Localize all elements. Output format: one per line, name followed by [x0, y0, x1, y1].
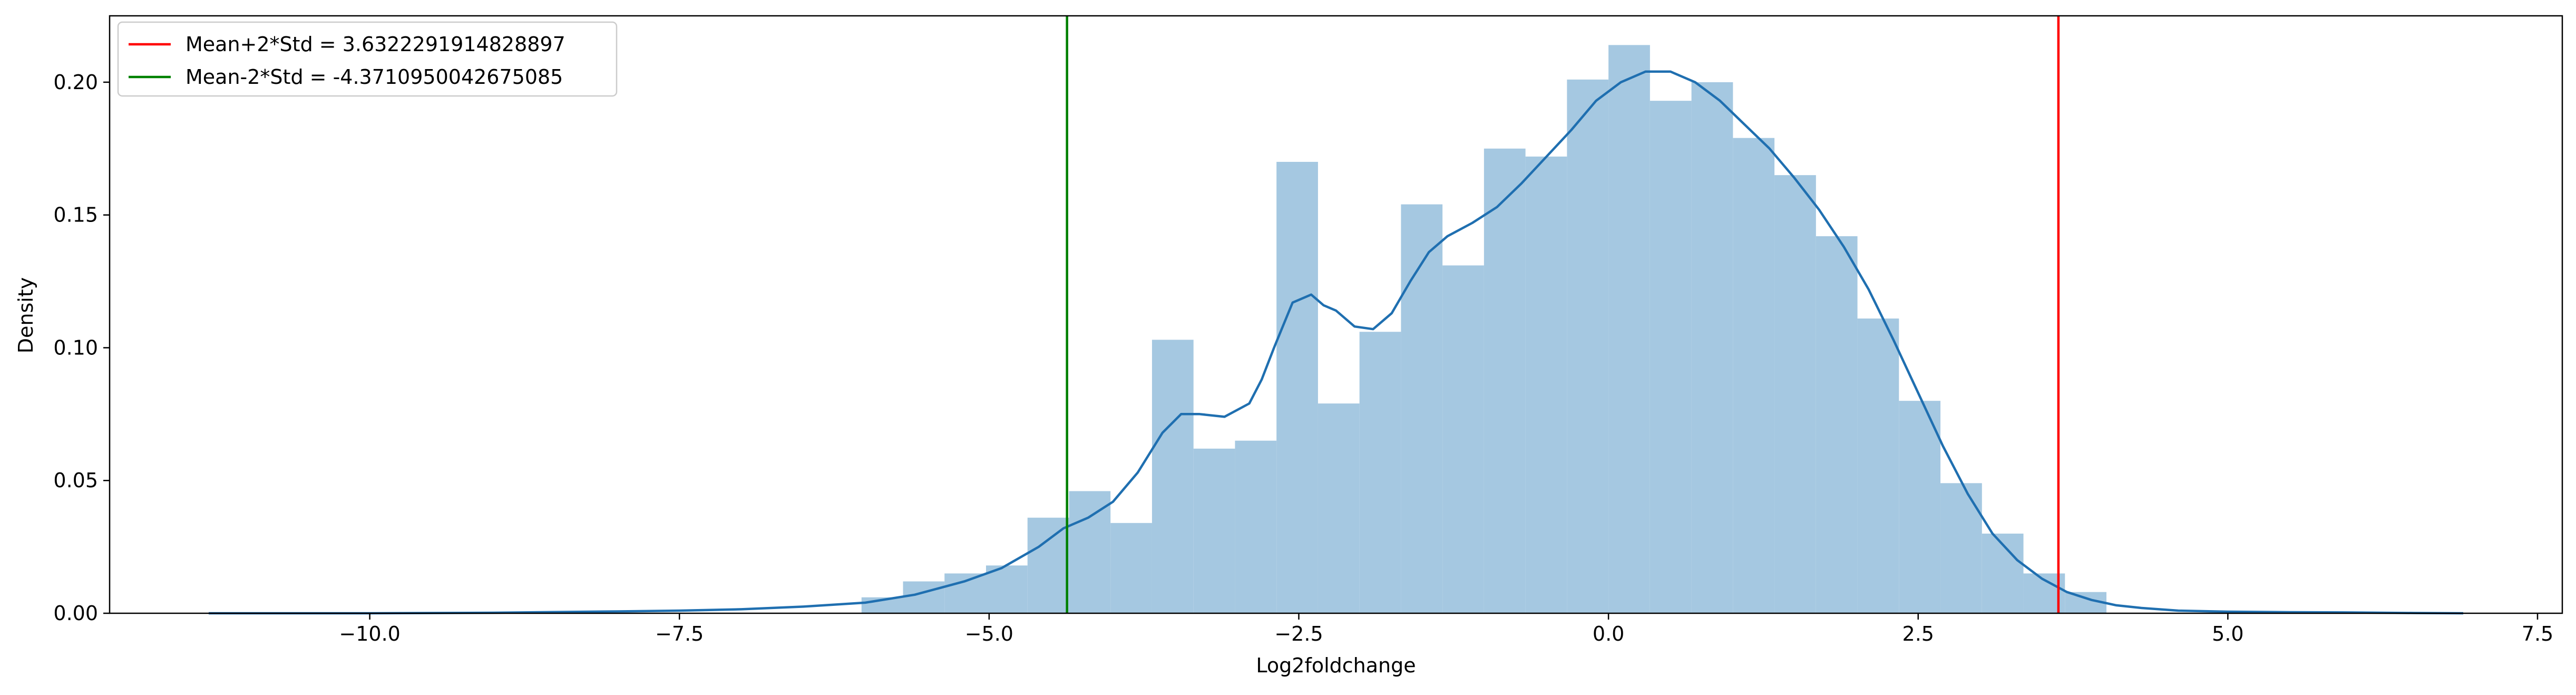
- x-tick-label: 0.0: [1593, 622, 1624, 645]
- histogram-bar: [1857, 318, 1899, 613]
- legend-label: Mean+2*Std = 3.6322291914828897: [186, 33, 565, 56]
- y-axis-label: Density: [14, 277, 37, 353]
- x-tick-label: −5.0: [965, 622, 1013, 645]
- histogram-bar: [1940, 483, 1982, 613]
- histogram-bar: [903, 581, 945, 613]
- x-tick-label: −7.5: [655, 622, 704, 645]
- histogram-bar: [1567, 79, 1609, 613]
- plot-area: [209, 16, 2464, 615]
- y-tick-label: 0.15: [53, 204, 98, 227]
- histogram-bar: [1193, 448, 1235, 613]
- x-axis-label: Log2foldchange: [1256, 654, 1416, 677]
- y-tick-label: 0.00: [53, 602, 98, 625]
- x-axis: −10.0 −7.5 −5.0 −2.5 0.0 2.5 5.0 7.5: [339, 613, 2553, 645]
- y-tick-label: 0.20: [53, 71, 98, 94]
- histogram-bar: [1110, 523, 1152, 613]
- histogram-bar: [1899, 401, 1941, 613]
- histogram-bar: [1982, 533, 2024, 613]
- histogram-bar: [1401, 204, 1443, 614]
- histogram-bar: [985, 565, 1028, 613]
- histogram-bar: [1525, 156, 1567, 614]
- kde-curve: [209, 70, 2464, 615]
- x-tick-label: −2.5: [1274, 622, 1323, 645]
- histogram-bar: [1442, 265, 1484, 613]
- x-tick-label: −10.0: [339, 622, 400, 645]
- y-tick-label: 0.05: [53, 469, 98, 492]
- histogram-bar: [1276, 161, 1318, 613]
- histogram-bar: [1774, 175, 1816, 614]
- histogram-bar: [1235, 440, 1277, 613]
- x-tick-label: 5.0: [2212, 622, 2243, 645]
- histogram-bar: [1069, 491, 1111, 613]
- histogram-bar: [1608, 45, 1650, 613]
- y-tick-label: 0.10: [53, 336, 98, 359]
- histogram-bar: [1733, 138, 1775, 613]
- axes-spines: [109, 15, 2563, 614]
- histogram-bar: [1691, 82, 1733, 613]
- histogram-bar: [1359, 332, 1401, 613]
- axes-frame: [109, 15, 2563, 614]
- histogram-bar: [1318, 403, 1360, 613]
- histogram-bar: [1152, 340, 1194, 613]
- histogram-bar: [944, 573, 986, 613]
- histogram-bar: [1027, 517, 1069, 613]
- histogram-bar: [1816, 236, 1858, 613]
- legend-label: Mean-2*Std = -4.3710950042675085: [186, 65, 563, 89]
- legend-box: [117, 21, 618, 97]
- x-tick-label: 7.5: [2522, 622, 2553, 645]
- x-tick-label: 2.5: [1902, 622, 1934, 645]
- y-axis: 0.00 0.05 0.10 0.15 0.20: [53, 71, 110, 625]
- histogram-bar: [1650, 101, 1692, 614]
- histogram-bar: [1484, 148, 1526, 613]
- legend: Mean+2*Std = 3.6322291914828897 Mean-2*St…: [117, 21, 618, 97]
